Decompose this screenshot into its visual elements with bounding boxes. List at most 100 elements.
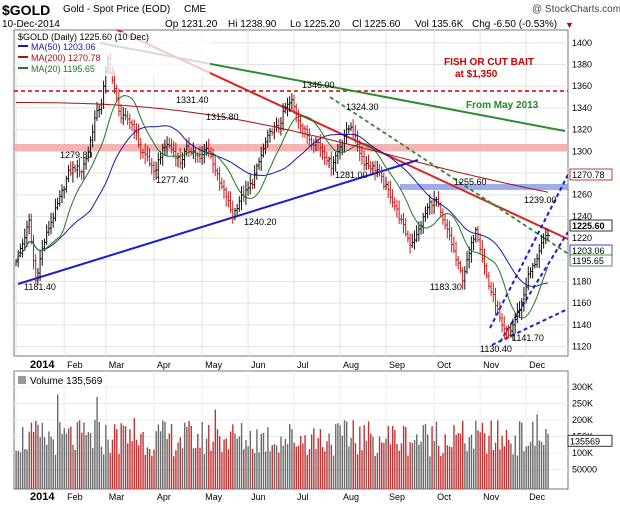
month-label: Feb (67, 360, 83, 370)
volume-bar (199, 447, 201, 489)
month-label: Apr (157, 492, 171, 502)
header-low: Lo 1225.20 (290, 19, 341, 30)
volume-bar (486, 453, 488, 489)
volume-bar (343, 420, 346, 489)
price-tick-label: 1240 (572, 211, 592, 221)
volume-bar (243, 449, 245, 489)
volume-bar (426, 434, 429, 489)
volume-bar (420, 441, 422, 489)
price-label: 1324.30 (346, 102, 379, 112)
volume-bar (282, 445, 284, 489)
volume-bar (532, 421, 534, 489)
volume-bar (453, 425, 455, 489)
volume-axis: 300K250K200K150K100K50000135569 (567, 382, 613, 475)
month-label: Jun (251, 492, 266, 502)
volume-bar (144, 454, 146, 489)
volume-bar (131, 441, 133, 489)
volume-bar (330, 444, 333, 489)
volume-bar (477, 430, 479, 489)
volume-bar (424, 423, 427, 489)
volume-bar (173, 456, 175, 489)
volume-title: Volume 135,569 (30, 376, 103, 387)
volume-bar (411, 443, 414, 489)
volume-bar (129, 429, 131, 489)
price-tick-label: 1260 (572, 190, 592, 200)
volume-bar (514, 435, 516, 489)
month-label: Aug (343, 492, 359, 502)
volume-bar (118, 453, 120, 489)
ma20-line (15, 95, 549, 319)
volume-bar (72, 444, 74, 489)
volume-bar (315, 448, 317, 489)
month-label: Dec (529, 492, 546, 502)
volume-bar (81, 432, 83, 489)
volume-bar (225, 438, 227, 489)
price-tick-label: 1320 (572, 125, 592, 135)
legend-ma200-text: MA(200) 1270.78 (31, 53, 101, 63)
volume-bar (219, 436, 221, 489)
volume-bar (321, 447, 324, 489)
volume-bar (210, 450, 212, 489)
volume-bar (74, 449, 76, 489)
volume-bar (24, 449, 26, 489)
volume-bar (337, 423, 339, 489)
volume-bar (335, 424, 337, 489)
volume-bar (61, 433, 63, 489)
volume-bar (175, 450, 177, 489)
volume-bar (457, 433, 460, 489)
volume-bar (181, 448, 184, 489)
volume-last-tag (567, 434, 613, 447)
volume-bar (234, 433, 236, 489)
price-label: 1281.00 (335, 170, 368, 180)
volume-bar (67, 428, 70, 489)
volume-bar (275, 445, 278, 489)
volume-bar (503, 446, 506, 489)
volume-bar (516, 455, 519, 489)
price-tick-label: 1180 (572, 276, 591, 286)
volume-bar (140, 433, 142, 489)
volume-bar (518, 421, 521, 489)
watermark: @ StockCharts.com (532, 4, 620, 15)
volume-bar (405, 427, 407, 489)
volume-bar (227, 449, 230, 489)
volume-bar (162, 420, 164, 489)
volume-bar (229, 431, 232, 489)
date-axis: 2014 2014 Feb Feb Mar Mar Apr Apr May May Jun Jun Ju… (30, 359, 546, 503)
volume-bar (400, 443, 403, 489)
volume-bar (48, 431, 50, 489)
volume-bar (324, 451, 326, 489)
volume-bar (208, 424, 210, 489)
volume-tick-label: 300K (572, 382, 593, 392)
volume-bar (105, 425, 107, 489)
volume-bar (245, 439, 247, 489)
month-label: Apr (157, 360, 171, 370)
month-label: Mar (109, 360, 125, 370)
volume-bar (300, 436, 302, 489)
price-bars (15, 52, 550, 341)
volume-bar (446, 445, 449, 489)
volume-bar (238, 436, 241, 489)
volume-bar (159, 431, 162, 489)
legend-ma200: MA(200) 1270.78 (18, 53, 101, 63)
volume-bar (352, 420, 354, 489)
volume-bar (370, 433, 372, 489)
price-axis: 1120114011601180120012201240126012801300… (572, 38, 592, 352)
volume-bar (98, 422, 100, 489)
volume-bar (293, 442, 295, 489)
month-label: Nov (483, 492, 500, 502)
volume-bar (201, 421, 203, 489)
volume-bar (310, 434, 313, 489)
volume-bar (435, 421, 438, 489)
price-tick-label: 1380 (572, 60, 592, 70)
volume-bar (505, 429, 508, 489)
volume-bar (440, 456, 442, 489)
volume-bar (363, 425, 365, 489)
month-label: Nov (483, 360, 500, 370)
volume-bar (192, 448, 195, 489)
volume-bar (466, 451, 468, 489)
volume-bar (359, 426, 361, 489)
volume-bar (46, 444, 48, 489)
volume-bar (94, 419, 96, 489)
volume-bar (407, 455, 409, 489)
